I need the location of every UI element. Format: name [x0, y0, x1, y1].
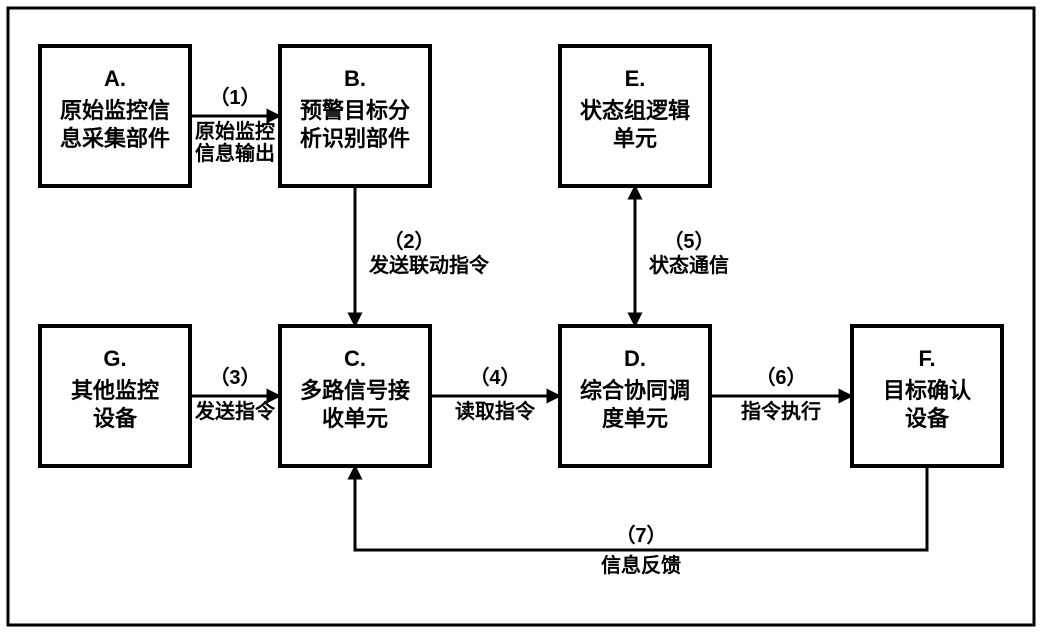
node-E-letter: E.	[625, 66, 646, 91]
edge-e4-num: （4）	[469, 366, 520, 389]
edge-e2: （2）发送联动指令	[355, 186, 490, 326]
node-B-line-0: 预警目标分	[300, 98, 410, 123]
node-F-line-0: 目标确认	[883, 378, 971, 403]
edge-e3-num: （3）	[209, 366, 260, 389]
node-A-line-0: 原始监控信	[60, 98, 170, 123]
node-D: D. 综合协同调度单元	[560, 326, 710, 466]
node-F: F. 目标确认设备	[852, 326, 1002, 466]
node-D-letter: D.	[624, 346, 646, 371]
node-G: G. 其他监控设备	[40, 326, 190, 466]
edge-e7: （7） 信息反馈	[355, 466, 927, 577]
node-F-line-1: 设备	[905, 406, 950, 431]
edge-e3: （3） 发送指令	[190, 366, 280, 423]
edge-e6-num: （6）	[755, 366, 806, 389]
edge-e1-label-1: 信息输出	[195, 141, 275, 165]
edge-e3-label-0: 发送指令	[194, 399, 276, 423]
node-G-letter: G.	[103, 346, 126, 371]
edge-e1-label-0: 原始监控	[195, 119, 275, 143]
node-G-line-1: 设备	[93, 406, 138, 431]
edge-e5: （5）状态通信	[635, 186, 729, 326]
node-A-letter: A.	[104, 66, 126, 91]
node-C-letter: C.	[344, 346, 366, 371]
edge-e6-label-0: 指令执行	[741, 399, 821, 423]
edge-e1-num: （1）	[209, 86, 260, 109]
edge-e7-num: （7）	[615, 524, 666, 547]
edge-e5-label-0: 状态通信	[649, 253, 729, 277]
edge-e2-label-0: 发送联动指令	[368, 253, 490, 277]
edge-e5-num: （5）	[663, 230, 714, 253]
node-E: E. 状态组逻辑单元	[560, 46, 710, 186]
node-D-line-1: 度单元	[602, 406, 668, 431]
node-E-line-1: 单元	[613, 126, 657, 151]
node-B-letter: B.	[344, 66, 366, 91]
node-B: B. 预警目标分析识别部件	[280, 46, 430, 186]
node-F-letter: F.	[918, 346, 935, 371]
edge-e4: （4） 读取指令	[430, 366, 560, 423]
node-D-line-0: 综合协同调	[580, 378, 690, 403]
node-C: C. 多路信号接收单元	[280, 326, 430, 466]
edge-e4-label-0: 读取指令	[455, 399, 536, 423]
node-G-line-0: 其他监控	[71, 378, 159, 403]
node-C-line-1: 收单元	[322, 406, 388, 431]
node-C-line-0: 多路信号接	[300, 378, 410, 403]
edge-e1: （1） 原始监控信息输出	[190, 86, 280, 165]
edge-e2-num: （2）	[383, 230, 434, 253]
node-A-line-1: 息采集部件	[60, 126, 170, 151]
edge-e7-label-0: 信息反馈	[601, 553, 681, 577]
edge-e6: （6） 指令执行	[710, 366, 852, 423]
node-A: A. 原始监控信息采集部件	[40, 46, 190, 186]
node-B-line-1: 析识别部件	[300, 126, 410, 151]
node-E-line-0: 状态组逻辑	[580, 98, 690, 123]
